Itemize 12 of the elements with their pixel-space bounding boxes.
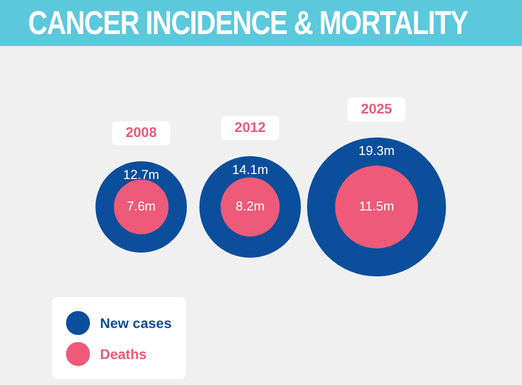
legend-label: New cases (100, 314, 172, 330)
data-label: 11.5m (358, 198, 394, 214)
category-label: 2008 (126, 124, 157, 140)
text: CANCER INCIDENCE & MORTALITY (28, 3, 468, 43)
legend-label: Deaths (100, 346, 147, 362)
category-label: 2025 (360, 100, 392, 116)
data-label: 7.6m (126, 198, 156, 214)
data-label: 8.2m (236, 198, 265, 214)
data-label: 19.3m (358, 143, 395, 158)
data-label: 14.1m (232, 162, 268, 177)
category-label: 2012 (234, 119, 266, 136)
data-label: 12.7m (123, 166, 160, 182)
